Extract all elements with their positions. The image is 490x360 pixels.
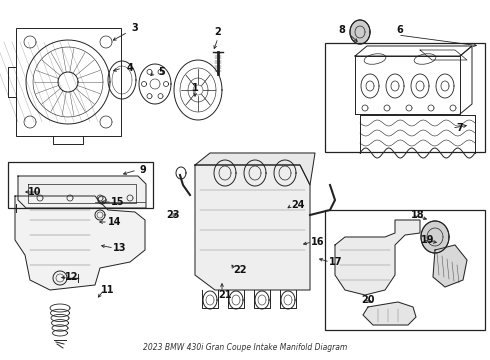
Text: 15: 15 [111, 197, 125, 207]
Text: 7: 7 [457, 123, 464, 133]
Text: 9: 9 [140, 165, 147, 175]
Text: 14: 14 [108, 217, 122, 227]
Text: 6: 6 [396, 25, 403, 35]
Text: 10: 10 [28, 187, 42, 197]
Text: 17: 17 [329, 257, 343, 267]
Text: 3: 3 [132, 23, 138, 33]
Polygon shape [363, 302, 416, 325]
Ellipse shape [421, 221, 449, 253]
Text: 11: 11 [101, 285, 115, 295]
Text: 13: 13 [113, 243, 127, 253]
Text: 20: 20 [361, 295, 375, 305]
Bar [325, 43, 485, 152]
Polygon shape [335, 220, 420, 295]
Text: 22: 22 [233, 265, 247, 275]
Bar [8, 162, 153, 208]
Text: 18: 18 [411, 210, 425, 220]
Text: 23: 23 [166, 210, 180, 220]
Text: 1: 1 [192, 83, 198, 93]
Text: 24: 24 [291, 200, 305, 210]
Polygon shape [18, 176, 146, 208]
Polygon shape [15, 196, 145, 290]
Text: 8: 8 [339, 25, 345, 35]
Text: 2023 BMW 430i Gran Coupe Intake Manifold Diagram: 2023 BMW 430i Gran Coupe Intake Manifold… [143, 343, 347, 352]
Text: 12: 12 [65, 272, 79, 282]
Ellipse shape [350, 20, 370, 44]
Polygon shape [433, 245, 467, 287]
Text: 2: 2 [215, 27, 221, 37]
Text: 5: 5 [159, 67, 166, 77]
Polygon shape [195, 165, 310, 290]
Text: 4: 4 [126, 63, 133, 73]
Polygon shape [195, 153, 315, 185]
Text: 16: 16 [311, 237, 325, 247]
Bar [325, 210, 485, 330]
Text: 19: 19 [421, 235, 435, 245]
Text: 21: 21 [218, 290, 232, 300]
Bar [16, 28, 121, 136]
